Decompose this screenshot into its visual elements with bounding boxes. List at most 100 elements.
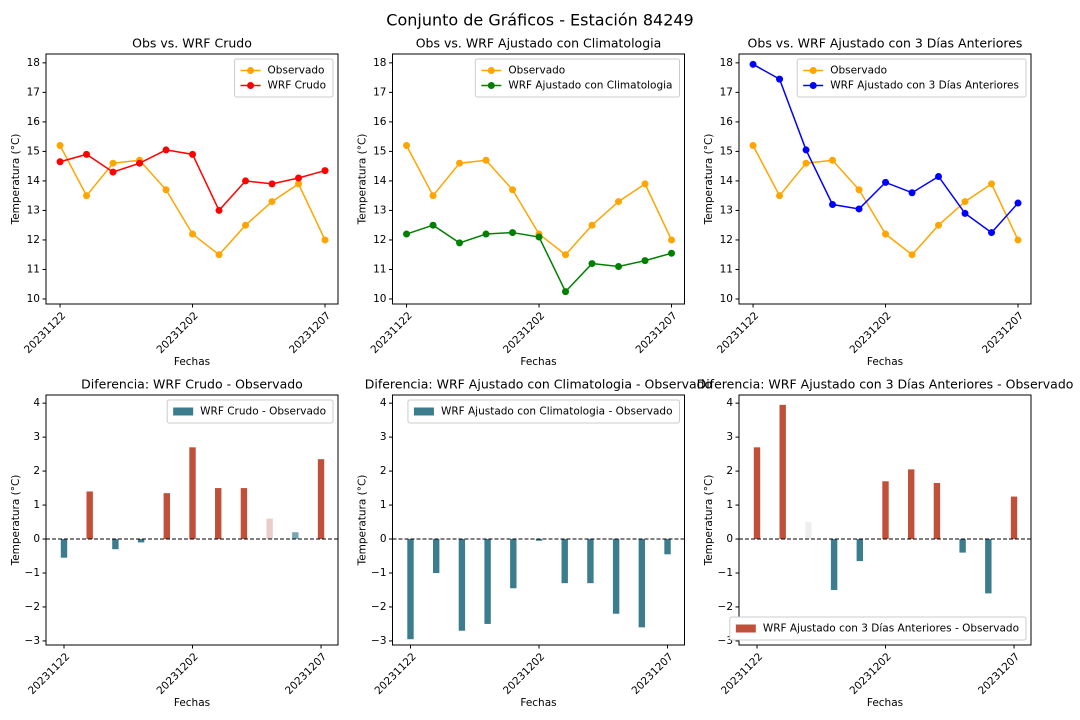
legend-marker — [487, 82, 495, 89]
y-tick-label: −2 — [371, 601, 386, 613]
point — [295, 180, 303, 188]
bar — [753, 447, 761, 540]
y-tick-label: 2 — [726, 465, 733, 477]
legend-label: Observado — [508, 65, 565, 77]
point — [588, 221, 596, 229]
axes-frame — [392, 53, 685, 305]
y-tick-label: −2 — [25, 601, 40, 613]
y-tick-label: −1 — [371, 567, 386, 579]
y-tick-label: 16 — [27, 116, 41, 128]
y-tick-label: 11 — [373, 263, 386, 275]
y-tick-label: −3 — [718, 635, 733, 647]
legend-marker — [247, 67, 255, 74]
point — [189, 230, 197, 238]
legend: Observado WRF Crudo — [234, 58, 334, 98]
point — [109, 168, 117, 176]
point — [961, 198, 969, 206]
point — [429, 192, 437, 200]
point — [961, 209, 969, 217]
bar — [137, 539, 145, 543]
y-tick-label: 17 — [27, 86, 40, 98]
point — [562, 288, 570, 296]
y-tick-label: 3 — [726, 431, 733, 443]
bar — [484, 539, 491, 624]
legend: WRF Ajustado con Climatologia - Observad… — [407, 399, 680, 424]
y-tick-label: −3 — [25, 635, 40, 647]
y-tick-label: 10 — [373, 293, 386, 305]
subplot-title: Obs vs. WRF Ajustado con Climatologia — [416, 36, 662, 51]
point — [56, 158, 64, 166]
subplot-title: Diferencia: WRF Ajustado con Climatologi… — [365, 377, 713, 392]
point — [268, 198, 276, 206]
point — [615, 263, 623, 271]
legend: WRF Ajustado con 3 Días Anteriores - Obs… — [729, 616, 1027, 641]
point — [615, 198, 623, 206]
y-tick-label: 0 — [33, 533, 40, 545]
axes-frame — [738, 394, 1032, 646]
legend-marker — [809, 82, 817, 89]
y-axis-label: Temperatura (°C) — [703, 475, 715, 567]
legend-label: Observado — [268, 65, 325, 77]
axes-frame — [45, 394, 339, 646]
y-tick-label: 2 — [33, 465, 40, 477]
bar — [638, 539, 646, 628]
legend-box — [729, 616, 1027, 641]
bar — [432, 539, 440, 573]
bar — [240, 488, 248, 540]
x-axis-label: Fechas — [174, 356, 210, 368]
point — [456, 239, 464, 247]
y-tick-label: 18 — [27, 57, 40, 69]
bar — [510, 539, 517, 589]
subplot-title: Diferencia: WRF Crudo - Observado — [81, 377, 303, 392]
point — [295, 174, 303, 182]
bar — [779, 404, 786, 540]
point — [668, 236, 676, 244]
point — [641, 180, 649, 188]
point — [242, 221, 250, 229]
legend-label: WRF Crudo — [268, 80, 326, 92]
point — [802, 159, 810, 167]
subplot-title: Obs vs. WRF Ajustado con 3 Días Anterior… — [748, 36, 1023, 51]
legend-patch — [173, 407, 194, 416]
y-tick-label: 4 — [33, 397, 40, 409]
point — [482, 230, 490, 238]
bar — [908, 469, 915, 540]
y-tick-label: −1 — [25, 567, 40, 579]
plot-area — [392, 395, 685, 645]
point — [242, 177, 250, 185]
point — [429, 221, 437, 229]
y-tick-label: 15 — [27, 145, 40, 157]
bar — [535, 539, 543, 541]
point — [403, 141, 411, 149]
y-axis-label: Temperatura (°C) — [357, 475, 369, 567]
legend-patch — [735, 624, 756, 633]
y-tick-label: 10 — [27, 293, 40, 305]
y-tick-label: 0 — [726, 533, 733, 545]
point — [456, 159, 464, 167]
point — [268, 180, 276, 188]
point — [829, 201, 837, 209]
y-tick-label: 3 — [380, 431, 387, 443]
point — [1014, 199, 1022, 207]
bar — [985, 539, 992, 594]
y-tick-label: 16 — [720, 116, 734, 128]
bar — [86, 491, 93, 540]
y-axis-label: Temperatura (°C) — [10, 475, 22, 567]
point — [988, 180, 996, 188]
point — [776, 192, 784, 200]
y-tick-label: 13 — [373, 204, 386, 216]
legend-box — [407, 399, 680, 424]
point — [509, 186, 517, 194]
bar — [292, 532, 299, 540]
point — [641, 257, 649, 265]
bar — [805, 522, 812, 540]
y-tick-label: 18 — [373, 57, 386, 69]
y-tick-label: 11 — [27, 263, 40, 275]
y-tick-label: 12 — [720, 234, 733, 246]
point — [189, 150, 197, 158]
figure-title: Conjunto de Gráficos - Estación 84249 — [386, 11, 693, 30]
y-tick-label: 3 — [33, 431, 40, 443]
x-axis-label: Fechas — [520, 356, 556, 368]
y-tick-label: 2 — [380, 465, 387, 477]
y-tick-label: −1 — [718, 567, 733, 579]
